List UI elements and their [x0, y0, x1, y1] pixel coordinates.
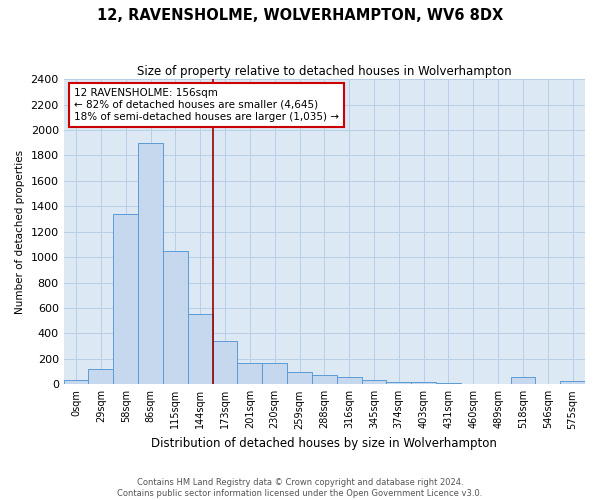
Bar	[511, 376, 535, 384]
Bar	[411, 382, 436, 384]
Bar	[188, 314, 212, 384]
Y-axis label: Number of detached properties: Number of detached properties	[15, 150, 25, 314]
Bar	[238, 364, 262, 384]
Bar	[262, 364, 287, 384]
Bar	[163, 251, 188, 384]
Bar	[312, 375, 337, 384]
Title: Size of property relative to detached houses in Wolverhampton: Size of property relative to detached ho…	[137, 65, 512, 78]
Bar	[337, 378, 362, 384]
Bar	[287, 372, 312, 384]
Bar	[113, 214, 138, 384]
Text: Contains HM Land Registry data © Crown copyright and database right 2024.
Contai: Contains HM Land Registry data © Crown c…	[118, 478, 482, 498]
Bar	[386, 382, 411, 384]
Bar	[560, 381, 585, 384]
Bar	[362, 380, 386, 384]
Bar	[64, 380, 88, 384]
Bar	[88, 369, 113, 384]
X-axis label: Distribution of detached houses by size in Wolverhampton: Distribution of detached houses by size …	[151, 437, 497, 450]
Text: 12, RAVENSHOLME, WOLVERHAMPTON, WV6 8DX: 12, RAVENSHOLME, WOLVERHAMPTON, WV6 8DX	[97, 8, 503, 22]
Text: 12 RAVENSHOLME: 156sqm
← 82% of detached houses are smaller (4,645)
18% of semi-: 12 RAVENSHOLME: 156sqm ← 82% of detached…	[74, 88, 339, 122]
Bar	[138, 142, 163, 384]
Bar	[212, 341, 238, 384]
